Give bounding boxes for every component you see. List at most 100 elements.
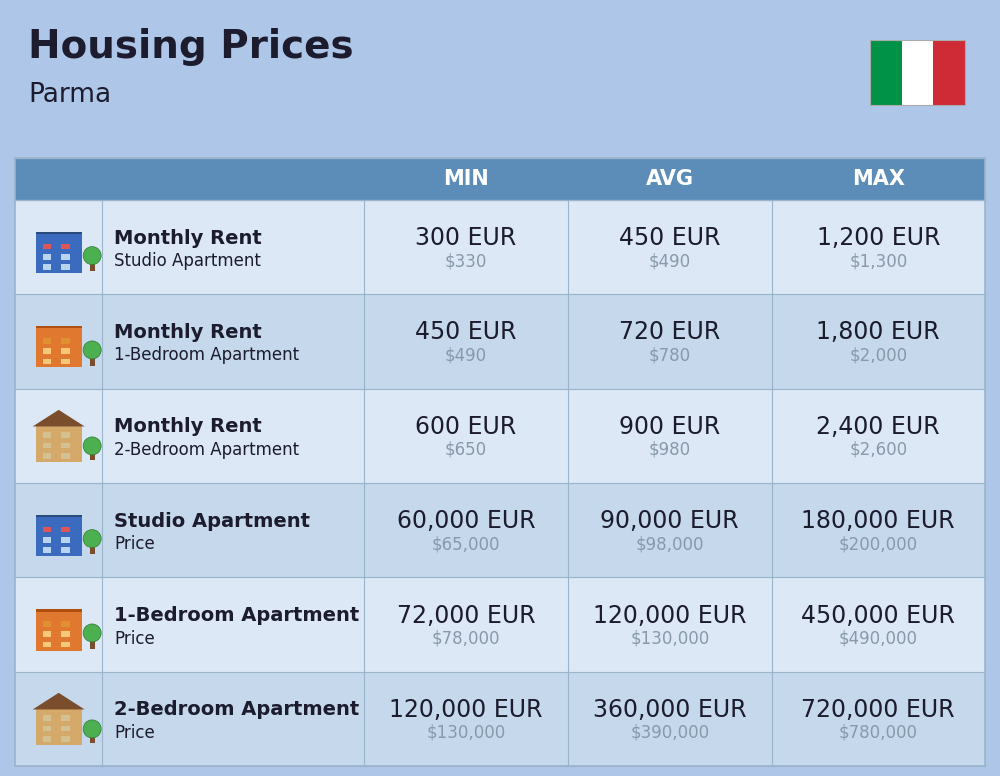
Bar bbox=[61, 547, 70, 553]
Bar bbox=[36, 609, 82, 611]
Text: 720,000 EUR: 720,000 EUR bbox=[801, 698, 955, 722]
Bar bbox=[90, 352, 95, 365]
Bar bbox=[43, 244, 51, 249]
Bar bbox=[90, 448, 95, 460]
Bar bbox=[90, 635, 95, 649]
Bar bbox=[61, 338, 70, 344]
Bar bbox=[43, 442, 51, 449]
Circle shape bbox=[83, 720, 101, 738]
Text: 1,200 EUR: 1,200 EUR bbox=[817, 226, 940, 250]
Circle shape bbox=[83, 624, 101, 642]
Text: 600 EUR: 600 EUR bbox=[415, 415, 517, 439]
Text: 720 EUR: 720 EUR bbox=[619, 320, 720, 345]
Circle shape bbox=[83, 437, 101, 455]
Bar bbox=[15, 158, 102, 200]
Bar bbox=[15, 200, 985, 294]
Bar bbox=[61, 442, 70, 449]
Bar bbox=[61, 642, 70, 647]
Polygon shape bbox=[33, 410, 85, 427]
Text: $2,000: $2,000 bbox=[849, 347, 907, 365]
Text: 1-Bedroom Apartment: 1-Bedroom Apartment bbox=[114, 347, 299, 365]
Text: AVG: AVG bbox=[646, 169, 694, 189]
Bar bbox=[43, 359, 51, 365]
Bar bbox=[870, 40, 965, 105]
Bar bbox=[43, 338, 51, 344]
Bar bbox=[36, 515, 82, 517]
Bar bbox=[61, 621, 70, 626]
Bar bbox=[43, 642, 51, 647]
Text: 120,000 EUR: 120,000 EUR bbox=[389, 698, 543, 722]
Text: 120,000 EUR: 120,000 EUR bbox=[593, 604, 747, 628]
Bar bbox=[102, 158, 364, 200]
Bar bbox=[90, 541, 95, 554]
Text: Price: Price bbox=[114, 535, 155, 553]
Text: $130,000: $130,000 bbox=[630, 629, 709, 647]
Bar bbox=[90, 731, 95, 743]
Bar bbox=[43, 726, 51, 731]
Bar bbox=[15, 294, 985, 389]
Text: $490: $490 bbox=[445, 347, 487, 365]
Text: $330: $330 bbox=[445, 252, 487, 270]
Text: 72,000 EUR: 72,000 EUR bbox=[397, 604, 535, 628]
Text: Monthly Rent: Monthly Rent bbox=[114, 323, 262, 342]
Circle shape bbox=[83, 341, 101, 359]
Circle shape bbox=[83, 247, 101, 265]
Bar bbox=[61, 359, 70, 365]
Text: $980: $980 bbox=[649, 441, 691, 459]
Bar bbox=[15, 672, 985, 766]
Text: 2-Bedroom Apartment: 2-Bedroom Apartment bbox=[114, 700, 360, 719]
Bar bbox=[43, 736, 51, 742]
Text: Studio Apartment: Studio Apartment bbox=[114, 511, 310, 531]
Polygon shape bbox=[33, 693, 85, 709]
Text: 1,800 EUR: 1,800 EUR bbox=[816, 320, 940, 345]
Bar bbox=[61, 265, 70, 270]
Bar bbox=[43, 348, 51, 354]
Text: $98,000: $98,000 bbox=[636, 535, 704, 553]
Text: 1-Bedroom Apartment: 1-Bedroom Apartment bbox=[114, 606, 360, 625]
Text: $490,000: $490,000 bbox=[839, 629, 918, 647]
Bar bbox=[15, 577, 985, 672]
Bar bbox=[902, 40, 933, 105]
Text: Parma: Parma bbox=[28, 82, 111, 108]
Bar bbox=[43, 254, 51, 260]
Bar bbox=[61, 432, 70, 438]
Bar bbox=[772, 158, 985, 200]
Text: $65,000: $65,000 bbox=[432, 535, 500, 553]
Bar bbox=[61, 715, 70, 721]
Bar bbox=[61, 736, 70, 742]
Text: Housing Prices: Housing Prices bbox=[28, 28, 354, 66]
Text: $1,300: $1,300 bbox=[849, 252, 907, 270]
Text: $78,000: $78,000 bbox=[432, 629, 500, 647]
Text: Price: Price bbox=[114, 724, 155, 742]
Text: Monthly Rent: Monthly Rent bbox=[114, 229, 262, 248]
Bar bbox=[15, 483, 985, 577]
Bar bbox=[933, 40, 965, 105]
Text: $2,600: $2,600 bbox=[849, 441, 907, 459]
Bar bbox=[36, 427, 82, 462]
Text: $200,000: $200,000 bbox=[839, 535, 918, 553]
Bar bbox=[43, 453, 51, 459]
Text: $650: $650 bbox=[445, 441, 487, 459]
Text: 450 EUR: 450 EUR bbox=[415, 320, 517, 345]
Text: 180,000 EUR: 180,000 EUR bbox=[801, 509, 955, 533]
Bar bbox=[15, 389, 985, 483]
Text: 450 EUR: 450 EUR bbox=[619, 226, 721, 250]
Text: 450,000 EUR: 450,000 EUR bbox=[801, 604, 955, 628]
Bar bbox=[43, 631, 51, 637]
Bar bbox=[61, 726, 70, 731]
Bar bbox=[36, 328, 82, 368]
Bar bbox=[61, 453, 70, 459]
Bar bbox=[36, 709, 82, 745]
Text: 300 EUR: 300 EUR bbox=[415, 226, 517, 250]
Bar bbox=[43, 527, 51, 532]
Text: $780,000: $780,000 bbox=[839, 724, 918, 742]
Text: MIN: MIN bbox=[443, 169, 489, 189]
Bar bbox=[43, 265, 51, 270]
Text: $780: $780 bbox=[649, 347, 691, 365]
Bar bbox=[61, 527, 70, 532]
Bar bbox=[364, 158, 568, 200]
Bar bbox=[568, 158, 772, 200]
Bar bbox=[36, 327, 82, 328]
Bar bbox=[61, 537, 70, 542]
Text: 2-Bedroom Apartment: 2-Bedroom Apartment bbox=[114, 441, 299, 459]
